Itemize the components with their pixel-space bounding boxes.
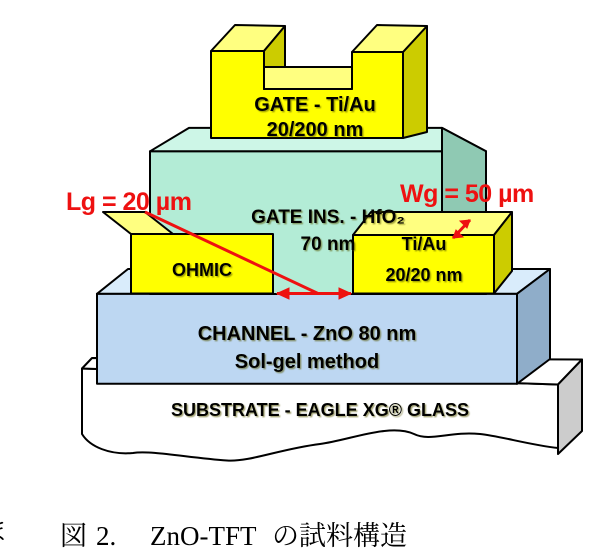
svg-text:CHANNEL - ZnO 80 nm: CHANNEL - ZnO 80 nm — [198, 323, 417, 345]
svg-text:Wg = 50 µm: Wg = 50 µm — [400, 180, 534, 208]
svg-text:図: 図 — [60, 514, 87, 553]
svg-text:ZnO-TFT: ZnO-TFT — [150, 521, 257, 551]
svg-text:GATE - Ti/Au: GATE - Ti/Au — [254, 94, 375, 116]
svg-text:ま: ま — [0, 509, 8, 548]
svg-text:70 nm: 70 nm — [301, 234, 356, 255]
svg-text:Sol-gel method: Sol-gel method — [235, 351, 379, 373]
svg-text:GATE INS. - HfO₂: GATE INS. - HfO₂ — [251, 207, 405, 228]
svg-text:20/200 nm: 20/200 nm — [267, 119, 364, 141]
svg-text:SUBSTRATE - EAGLE XG® GLASS: SUBSTRATE - EAGLE XG® GLASS — [171, 400, 469, 420]
svg-text:2.: 2. — [96, 521, 116, 551]
svg-text:の試料構造: の試料構造 — [272, 514, 407, 553]
svg-text:20/20 nm: 20/20 nm — [385, 265, 462, 285]
svg-text:Ti/Au: Ti/Au — [402, 234, 447, 254]
svg-text:Lg = 20 µm: Lg = 20 µm — [66, 188, 191, 216]
svg-text:OHMIC: OHMIC — [172, 260, 232, 280]
